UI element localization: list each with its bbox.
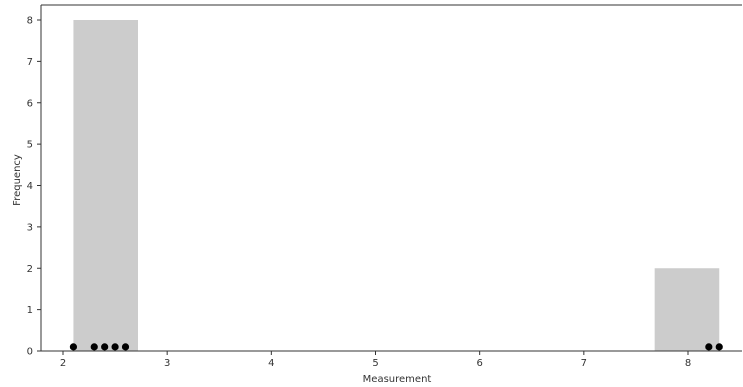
y-tick-label: 2 bbox=[27, 264, 33, 275]
x-tick-label: 8 bbox=[685, 358, 691, 369]
data-point bbox=[715, 343, 723, 351]
y-tick-label: 0 bbox=[27, 347, 33, 358]
y-axis-title: Frequency bbox=[12, 154, 23, 206]
data-point bbox=[90, 343, 98, 351]
data-point bbox=[101, 343, 109, 351]
data-points bbox=[69, 343, 723, 351]
y-tick-label: 4 bbox=[27, 181, 33, 192]
y-tick-label: 6 bbox=[27, 98, 33, 109]
x-tick-label: 7 bbox=[581, 358, 587, 369]
histogram-bar bbox=[654, 268, 720, 351]
data-point bbox=[121, 343, 130, 351]
x-tick-label: 3 bbox=[164, 358, 170, 369]
x-tick-label: 6 bbox=[476, 358, 482, 369]
histogram-bars bbox=[73, 20, 720, 351]
y-ticks: 0 1 2 3 4 5 6 7 8 bbox=[27, 16, 41, 358]
x-ticks: 2 3 4 5 6 7 8 bbox=[60, 351, 691, 369]
histogram-bar bbox=[73, 20, 138, 351]
data-point bbox=[705, 343, 713, 351]
x-tick-label: 5 bbox=[372, 358, 378, 369]
x-tick-label: 4 bbox=[268, 358, 274, 369]
x-axis-title: Measurement bbox=[363, 374, 432, 385]
y-tick-label: 7 bbox=[27, 57, 33, 68]
data-point bbox=[69, 343, 78, 351]
y-tick-label: 1 bbox=[27, 305, 33, 316]
data-point bbox=[111, 343, 119, 351]
y-tick-label: 3 bbox=[27, 222, 33, 233]
axes bbox=[40, 4, 742, 352]
y-tick-label: 5 bbox=[27, 140, 33, 151]
x-tick-label: 2 bbox=[60, 358, 66, 369]
y-tick-label: 8 bbox=[27, 16, 33, 27]
